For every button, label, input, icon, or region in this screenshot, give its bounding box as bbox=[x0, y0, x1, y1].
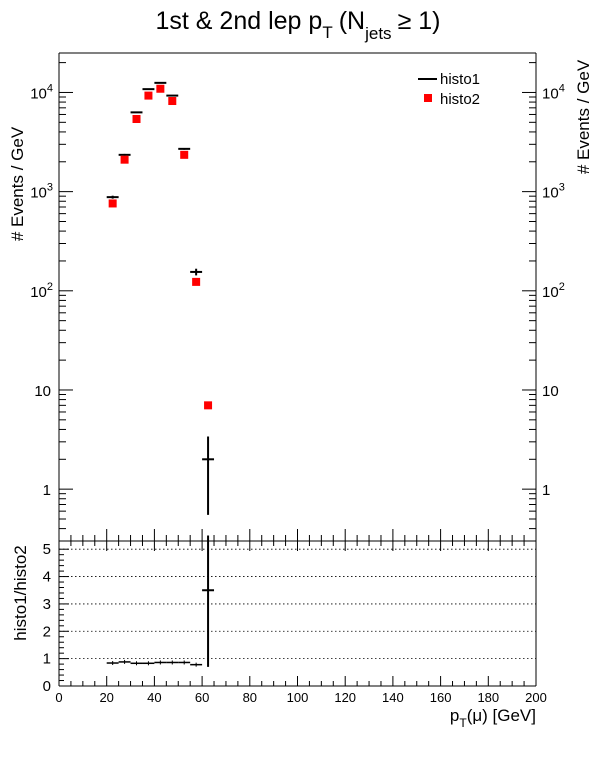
top-y-tick-label: 10 bbox=[34, 383, 51, 400]
ratio-point bbox=[178, 660, 191, 665]
histo2-point bbox=[108, 199, 117, 208]
ratio-point bbox=[106, 661, 119, 666]
ratio-y-tick-label: 0 bbox=[43, 678, 51, 695]
ratio-y-axis-label: histo1/histo2 bbox=[11, 545, 30, 640]
histo1-point bbox=[166, 94, 179, 97]
histo2-point bbox=[204, 401, 213, 410]
histo2-point bbox=[144, 91, 153, 100]
top-y-axis-label: # Events / GeV bbox=[8, 126, 27, 241]
ratio-y-tick-label: 2 bbox=[43, 623, 51, 640]
histo2-point bbox=[120, 155, 129, 164]
histo1-point bbox=[130, 111, 143, 114]
x-axis-label: pT(μ) [GeV] bbox=[450, 706, 536, 730]
histo1-point bbox=[106, 195, 119, 199]
histo2-point bbox=[132, 115, 141, 124]
histo1-point bbox=[154, 81, 167, 84]
top-y-tick-label-right: 1 bbox=[542, 482, 550, 499]
x-tick-label: 140 bbox=[382, 690, 404, 705]
histo1-point bbox=[190, 268, 203, 276]
x-tick-label: 180 bbox=[477, 690, 499, 705]
ratio-point bbox=[130, 661, 143, 666]
ratio-panel-gridlines bbox=[59, 548, 536, 660]
ratio-y-tick-label: 1 bbox=[43, 651, 51, 668]
x-tick-label: 60 bbox=[195, 690, 209, 705]
histo1-point bbox=[142, 88, 155, 91]
ratio-point bbox=[190, 662, 203, 667]
x-tick-label: 120 bbox=[334, 690, 356, 705]
x-tick-label: 20 bbox=[99, 690, 113, 705]
x-tick-label: 100 bbox=[287, 690, 309, 705]
histo2-point bbox=[168, 97, 177, 106]
top-y-tick-label-right: 103 bbox=[542, 182, 565, 202]
ratio-panel-ticks bbox=[58, 541, 537, 687]
legend: histo1 histo2 bbox=[418, 71, 480, 108]
ratio-y-tick-label: 5 bbox=[43, 541, 51, 558]
x-tick-label: 0 bbox=[55, 690, 62, 705]
legend-histo2-marker bbox=[424, 94, 432, 102]
ratio-panel-x-tick-labels: 0 20 40 60 80 100 120 140 160 180 200 bbox=[55, 690, 546, 705]
ratio-point bbox=[166, 660, 179, 665]
histo1-point bbox=[178, 147, 191, 150]
top-panel-ticks bbox=[58, 62, 537, 542]
top-y-tick-label: 104 bbox=[30, 82, 53, 102]
ratio-point bbox=[142, 661, 155, 666]
ratio-point bbox=[118, 659, 131, 664]
legend-histo1-label: histo1 bbox=[440, 71, 480, 88]
legend-histo2-label: histo2 bbox=[440, 91, 480, 108]
ratio-panel-data bbox=[106, 535, 215, 667]
top-y-tick-label: 1 bbox=[43, 482, 51, 499]
histo2-point bbox=[180, 150, 189, 159]
top-y-tick-label-right: 10 bbox=[542, 383, 559, 400]
ratio-plot-panel: 0 1 2 3 4 5 0 20 40 60 80 100 120 140 160 180 200 bbox=[43, 535, 547, 705]
histo2-point bbox=[192, 277, 201, 286]
ratio-point bbox=[202, 535, 215, 667]
main-plot-panel: 1 10 102 103 104 1 10 102 103 104 bbox=[30, 52, 565, 542]
top-y-axis-label-right: # Events / GeV bbox=[574, 59, 593, 174]
x-tick-label: 200 bbox=[525, 690, 547, 705]
histo2-point bbox=[156, 84, 165, 93]
top-y-tick-label: 103 bbox=[30, 182, 53, 202]
x-tick-label: 80 bbox=[243, 690, 257, 705]
top-y-tick-label: 102 bbox=[30, 281, 53, 301]
top-panel-y-tick-labels: 1 10 102 103 104 bbox=[30, 82, 53, 499]
ratio-point bbox=[154, 660, 167, 665]
histo1-point bbox=[202, 436, 215, 515]
ratio-y-tick-label: 3 bbox=[43, 596, 51, 613]
top-y-tick-label-right: 104 bbox=[542, 82, 565, 102]
top-panel-data bbox=[106, 81, 215, 515]
top-panel-y-tick-labels-right: 1 10 102 103 104 bbox=[542, 82, 565, 499]
top-y-tick-label-right: 102 bbox=[542, 281, 565, 301]
ratio-panel-y-tick-labels: 0 1 2 3 4 5 bbox=[43, 541, 51, 695]
ratio-y-tick-label: 4 bbox=[43, 569, 51, 586]
legend-box bbox=[414, 66, 510, 110]
histo1-point bbox=[118, 153, 131, 156]
chart-title: 1st & 2nd lep pT (Njets ≥ 1) bbox=[156, 7, 441, 43]
x-tick-label: 40 bbox=[147, 690, 161, 705]
x-tick-label: 160 bbox=[430, 690, 452, 705]
